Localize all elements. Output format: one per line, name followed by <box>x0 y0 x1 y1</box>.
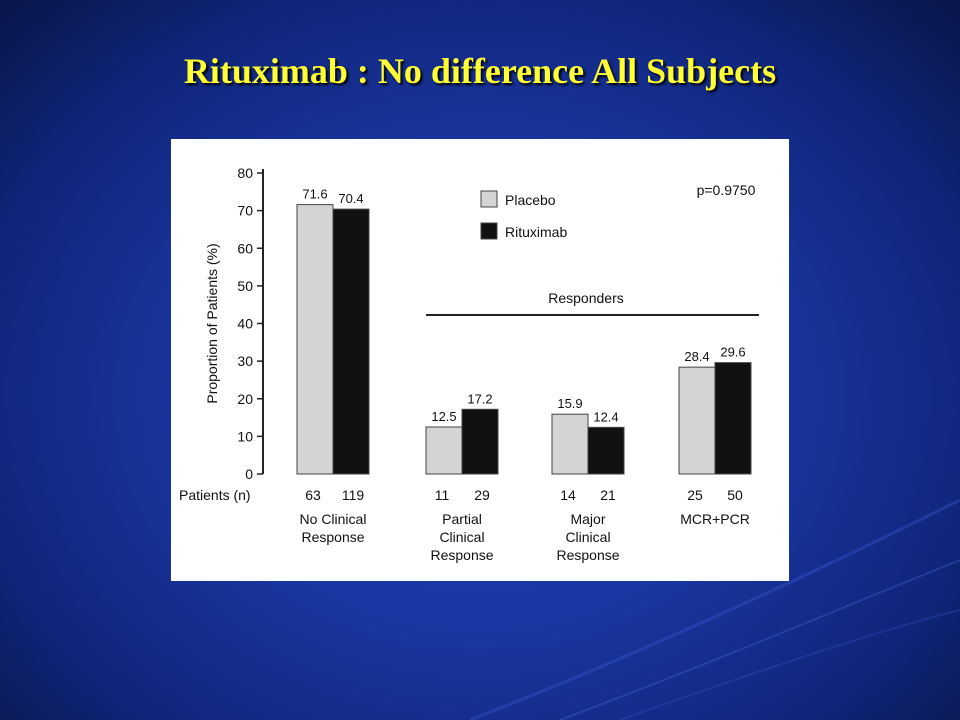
chart-panel: 0 10 20 30 40 50 60 70 80 Proportion of Patients … <box>171 139 789 581</box>
bar-placebo-1 <box>425 426 463 475</box>
bar-value-label: 15.9 <box>557 396 582 411</box>
bar-rituximab-0 <box>332 208 370 475</box>
category-label-line: Clinical <box>565 529 610 545</box>
legend-label-rituximab: Rituximab <box>505 224 567 240</box>
category-label-line: Response <box>301 529 364 545</box>
bar-placebo-3 <box>678 366 716 475</box>
bar-value-label: 29.6 <box>720 345 745 360</box>
legend-label-placebo: Placebo <box>505 192 556 208</box>
patient-count: 25 <box>687 487 703 503</box>
bar-rituximab-1 <box>461 408 499 475</box>
y-tick-label: 0 <box>245 466 253 482</box>
patient-count: 50 <box>727 487 743 503</box>
bar-value-label: 17.2 <box>467 391 492 406</box>
category-label-line: Partial <box>442 511 482 527</box>
category-label-line: Response <box>430 547 493 563</box>
y-tick-label: 10 <box>237 428 253 444</box>
bar-chart: 0 10 20 30 40 50 60 70 80 Proportion of Patients … <box>179 165 759 563</box>
bar-rituximab-3 <box>714 362 752 475</box>
slide-title: Rituximab : No difference All Subjects <box>183 51 777 91</box>
y-axis-label: Proportion of Patients (%) <box>204 243 220 403</box>
patient-count: 63 <box>305 487 321 503</box>
category-label-line: Clinical <box>439 529 484 545</box>
legend-swatch-placebo <box>480 190 498 208</box>
y-tick-label: 70 <box>237 203 253 219</box>
p-value-annotation: p=0.9750 <box>697 182 756 198</box>
y-tick-label: 20 <box>237 391 253 407</box>
y-tick-label: 50 <box>237 278 253 294</box>
bar-rituximab-2 <box>587 426 625 475</box>
bar-value-label: 28.4 <box>684 349 709 364</box>
category-label-line: MCR+PCR <box>680 511 750 527</box>
responders-label: Responders <box>548 290 624 306</box>
category-label-line: Major <box>570 511 605 527</box>
y-tick-label: 40 <box>237 316 253 332</box>
bar-placebo-0 <box>296 204 334 475</box>
category-label-line: No Clinical <box>300 511 367 527</box>
patient-count: 11 <box>435 487 450 503</box>
patient-count: 21 <box>600 487 616 503</box>
category-label-line: Response <box>556 547 619 563</box>
y-tick-label: 80 <box>237 165 253 181</box>
legend-swatch-rituximab <box>480 222 498 240</box>
patient-count: 119 <box>342 487 365 503</box>
patient-count: 14 <box>560 487 576 503</box>
y-tick-label: 60 <box>237 240 253 256</box>
patients-row-label: Patients (n) <box>179 487 251 503</box>
bar-value-label: 70.4 <box>338 191 363 206</box>
bar-value-label: 12.4 <box>593 409 618 424</box>
bar-value-label: 12.5 <box>431 409 456 424</box>
bar-placebo-2 <box>551 413 589 475</box>
patient-count: 29 <box>474 487 490 503</box>
bar-value-label: 71.6 <box>302 187 327 202</box>
y-tick-label: 30 <box>237 353 253 369</box>
